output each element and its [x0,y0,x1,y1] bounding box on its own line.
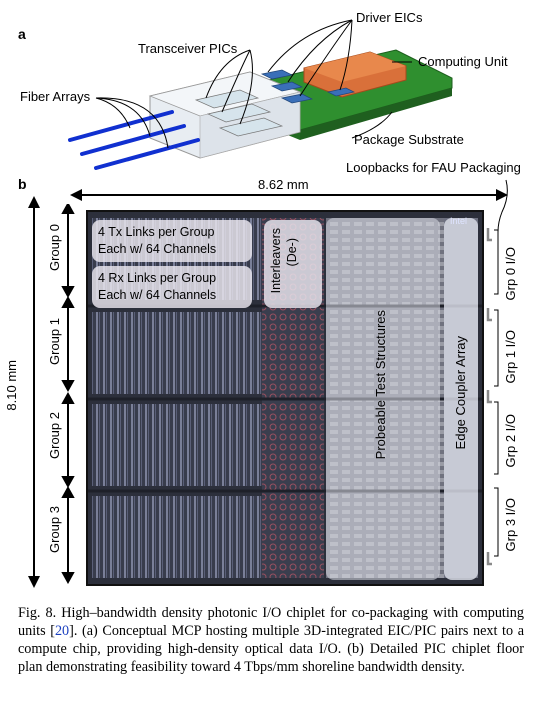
rx-links-line-1: 4 Rx Links per Group [98,271,217,285]
group-2-label: Group 2 [47,412,62,459]
tx-links-line-2: Each w/ 64 Channels [98,242,217,256]
loopback-pointer [497,179,508,233]
caption-part-1: Fig. 8. High–bandwidth density photonic … [18,605,524,639]
tx-links-line-1: 4 Tx Links per Group [98,225,215,239]
panel-a-letter: a [18,26,26,42]
driver-eics [260,69,356,104]
fiber-arrays [68,110,200,170]
tx-links-box: 4 Tx Links per Group Each w/ 64 Channels [92,220,252,262]
width-label: 8.62 mm [256,177,311,192]
grp-1-io-label: Grp 1 I/O [503,330,518,384]
grp-2-io-label: Grp 2 I/O [503,414,518,468]
caption-reference-link[interactable]: 20 [54,623,70,639]
computing-unit-label: Computing Unit [418,54,508,69]
width-dimension-arrow [70,189,508,201]
edge-coupler-label: Edge Coupler Array [453,336,468,450]
mcp-illustration [68,19,453,170]
group-arrows [61,204,75,584]
transceiver-pics-label: Transceiver PICs [138,41,238,56]
group-0-label: Group 0 [47,224,62,271]
grp-3-io-label: Grp 3 I/O [503,498,518,552]
panel-b-letter: b [18,176,27,192]
group-1-label: Group 1 [47,318,62,365]
transceiver-pics [194,89,284,137]
pic-chiplet-floorplan: 4 Tx Links per Group Each w/ 64 Channels… [86,210,484,586]
driver-eics-label: Driver EICs [356,10,423,25]
figure-caption: Fig. 8. High–bandwidth density photonic … [18,604,524,676]
io-group-brackets [486,228,499,566]
interleavers-box: (De-) Interleavers [264,220,322,308]
loopbacks-label: Loopbacks for FAU Packaging [346,160,521,175]
interleavers-line-1: (De-) [285,238,299,267]
fiber-arrays-label: Fiber Arrays [20,89,91,104]
grp-0-io-label: Grp 0 I/O [503,247,518,301]
group-3-label: Group 3 [47,506,62,553]
probeable-test-structures-box: Probeable Test Structures [326,218,440,580]
height-label: 8.10 mm [4,360,19,411]
chip-mark: Intel [450,216,468,226]
interleavers-line-2: Interleavers [269,228,283,294]
edge-coupler-array-box: Edge Coupler Array [444,218,478,580]
package-substrate-label: Package Substrate [354,132,464,147]
rx-links-line-2: Each w/ 64 Channels [98,288,217,302]
rx-links-box: 4 Rx Links per Group Each w/ 64 Channels [92,266,252,308]
probeable-label: Probeable Test Structures [373,310,388,460]
height-dimension-arrow [28,196,40,588]
caption-part-2: ]. (a) Conceptual MCP hosting multiple 3… [18,623,524,675]
